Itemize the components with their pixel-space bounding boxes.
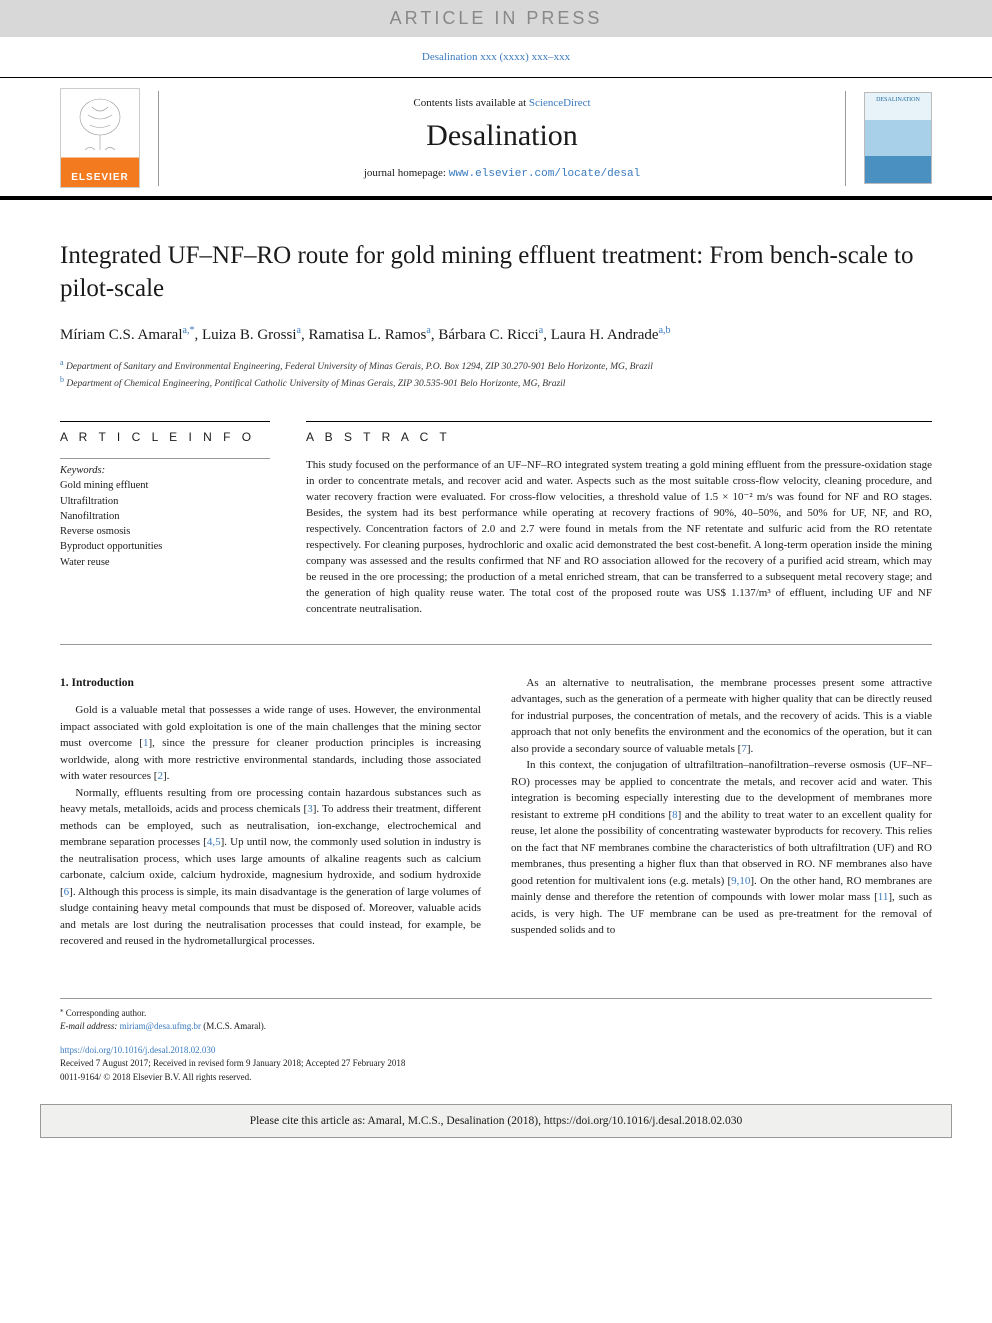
body-paragraph: In this context, the conjugation of ultr… <box>511 757 932 939</box>
citation-ref[interactable]: 8 <box>672 809 678 821</box>
author-affil-sup: a <box>426 325 430 336</box>
citation-ref[interactable]: 4,5 <box>207 836 221 848</box>
asterisk-icon: ⁎ <box>60 1006 64 1014</box>
sciencedirect-link[interactable]: ScienceDirect <box>529 97 591 109</box>
received-dates: Received 7 August 2017; Received in revi… <box>60 1057 932 1071</box>
affiliation: a Department of Sanitary and Environment… <box>60 357 932 374</box>
journal-name: Desalination <box>179 119 825 153</box>
author-list: Míriam C.S. Amarala,*, Luiza B. Grossia,… <box>60 323 932 347</box>
keyword: Reverse osmosis <box>60 524 270 539</box>
author-affil-sup: a,* <box>183 325 195 336</box>
journal-homepage-line: journal homepage: www.elsevier.com/locat… <box>179 167 825 180</box>
article-info-column: A R T I C L E I N F O Keywords: Gold min… <box>60 421 270 617</box>
keyword: Byproduct opportunities <box>60 539 270 554</box>
doi-block: https://doi.org/10.1016/j.desal.2018.02.… <box>60 1044 932 1085</box>
abstract-column: A B S T R A C T This study focused on th… <box>306 421 932 617</box>
author-name: Bárbara C. Ricci <box>438 327 538 343</box>
info-abstract-row: A R T I C L E I N F O Keywords: Gold min… <box>60 421 932 644</box>
citation-ref[interactable]: 7 <box>741 743 747 755</box>
article-title: Integrated UF–NF–RO route for gold minin… <box>60 240 932 305</box>
article-body: Integrated UF–NF–RO route for gold minin… <box>0 200 992 970</box>
author-name: Luiza B. Grossi <box>202 327 297 343</box>
email-label: E-mail address: <box>60 1021 120 1031</box>
contents-prefix: Contents lists available at <box>413 97 528 109</box>
author-affil-sup: a,b <box>659 325 671 336</box>
elsevier-tree-icon <box>70 95 130 155</box>
citation-ref[interactable]: 11 <box>878 891 889 903</box>
email-tail: (M.C.S. Amaral). <box>201 1021 266 1031</box>
homepage-prefix: journal homepage: <box>364 167 449 179</box>
body-paragraph: Gold is a valuable metal that possesses … <box>60 702 481 785</box>
article-info-heading: A R T I C L E I N F O <box>60 421 270 444</box>
issn-copyright: 0011-9164/ © 2018 Elsevier B.V. All righ… <box>60 1071 932 1085</box>
contents-available-line: Contents lists available at ScienceDirec… <box>179 97 825 109</box>
article-in-press-banner: ARTICLE IN PRESS <box>0 0 992 37</box>
doi-link[interactable]: https://doi.org/10.1016/j.desal.2018.02.… <box>60 1044 932 1058</box>
keywords-list: Gold mining effluentUltrafiltrationNanof… <box>60 478 270 569</box>
affil-key: a <box>60 358 64 367</box>
corresponding-email-link[interactable]: miriam@desa.ufmg.br <box>120 1021 201 1031</box>
citation-ref[interactable]: 2 <box>157 770 163 782</box>
journal-ref-text: Desalination xxx (xxxx) xxx–xxx <box>422 51 570 63</box>
keyword: Nanofiltration <box>60 509 270 524</box>
citation-ref[interactable]: 9,10 <box>731 875 750 887</box>
journal-homepage-link[interactable]: www.elsevier.com/locate/desal <box>449 168 640 180</box>
please-cite-box: Please cite this article as: Amaral, M.C… <box>40 1104 952 1138</box>
footnotes: ⁎ Corresponding author. E-mail address: … <box>60 998 932 1034</box>
citation-ref[interactable]: 1 <box>143 737 149 749</box>
elsevier-logo: ELSEVIER <box>60 88 140 188</box>
affil-key: b <box>60 375 64 384</box>
masthead: ELSEVIER Contents lists available at Sci… <box>0 77 992 200</box>
keyword: Water reuse <box>60 555 270 570</box>
body-paragraph: Normally, effluents resulting from ore p… <box>60 785 481 950</box>
citation-ref[interactable]: 6 <box>64 886 70 898</box>
keyword: Ultrafiltration <box>60 494 270 509</box>
author-name: Laura H. Andrade <box>551 327 659 343</box>
journal-cover-thumbnail: DESALINATION <box>864 92 932 184</box>
author-affil-sup: a <box>297 325 301 336</box>
body-paragraph: As an alternative to neutralisation, the… <box>511 675 932 758</box>
author-name: Míriam C.S. Amaral <box>60 327 183 343</box>
affiliation-list: a Department of Sanitary and Environment… <box>60 357 932 392</box>
keyword: Gold mining effluent <box>60 478 270 493</box>
corresponding-author-note: Corresponding author. <box>66 1008 147 1018</box>
author-affil-sup: a <box>539 325 543 336</box>
author-name: Ramatisa L. Ramos <box>308 327 426 343</box>
affiliation: b Department of Chemical Engineering, Po… <box>60 374 932 391</box>
journal-reference-line: Desalination xxx (xxxx) xxx–xxx <box>0 37 992 77</box>
keywords-heading: Keywords: <box>60 458 270 476</box>
citation-ref[interactable]: 3 <box>307 803 313 815</box>
cover-label: DESALINATION <box>876 97 920 103</box>
masthead-center: Contents lists available at ScienceDirec… <box>158 91 846 186</box>
abstract-text: This study focused on the performance of… <box>306 458 932 617</box>
elsevier-wordmark: ELSEVIER <box>71 172 128 183</box>
body-columns: 1. Introduction Gold is a valuable metal… <box>60 675 932 950</box>
section-heading-introduction: 1. Introduction <box>60 675 481 692</box>
banner-text: ARTICLE IN PRESS <box>390 8 603 28</box>
abstract-heading: A B S T R A C T <box>306 421 932 444</box>
